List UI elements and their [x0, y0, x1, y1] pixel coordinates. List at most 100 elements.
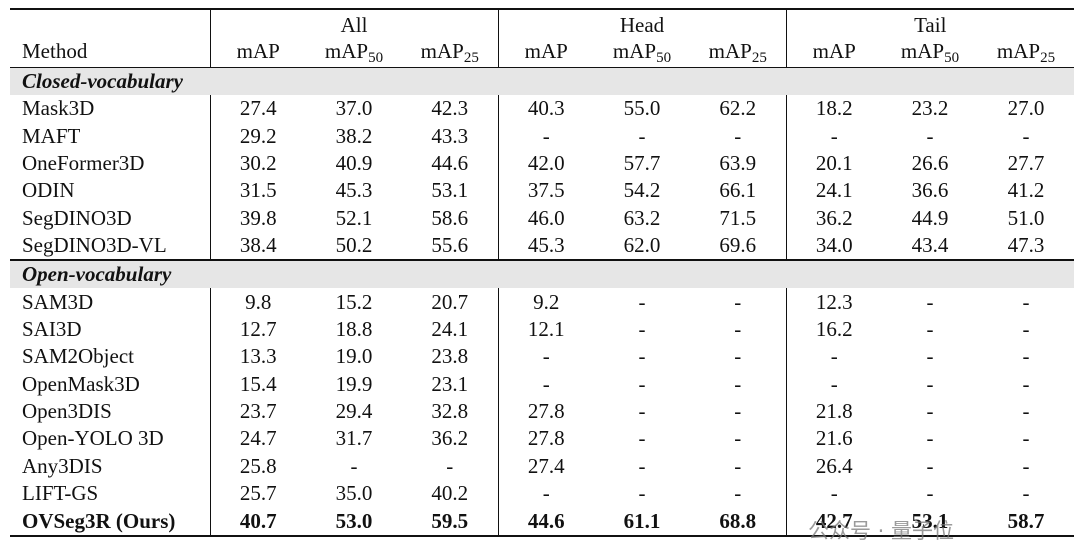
value-cell: 25.7 — [209, 480, 306, 508]
value-cell: 24.1 — [785, 177, 882, 205]
value-cell: 58.7 — [1007, 508, 1045, 533]
method-cell: LIFT-GS — [22, 481, 99, 506]
value-cell: - — [1022, 481, 1030, 506]
value-cell: 51.0 — [1007, 205, 1045, 230]
value-cell: - — [638, 289, 646, 314]
method-cell: OVSeg3R (Ours) — [22, 508, 176, 533]
data-row: SegDINO3D 39.8 52.1 58.6 46.0 63.2 71.5 36.2 44.… — [10, 204, 1074, 232]
column-header-subscript: 50 — [656, 50, 672, 66]
section-row: Open-vocabulary — [10, 259, 1074, 289]
value-cell: - — [785, 343, 882, 371]
value-cell: - — [497, 480, 594, 508]
column-header-row: Method mAP mAP50 mAP25 mAP mAP50 mAP25 mAP mAP50… — [10, 36, 1074, 68]
value-cell: 23.1 — [431, 371, 469, 396]
column-header-text: mAP — [708, 39, 752, 63]
value-cell: 55.6 — [431, 233, 469, 258]
value-cell: 63.9 — [719, 150, 757, 175]
value-cell: 47.3 — [1007, 233, 1045, 258]
method-cell: Open3DIS — [22, 399, 112, 424]
value-cell: 26.6 — [911, 150, 949, 175]
column-header-text: mAP — [900, 39, 945, 63]
method-cell: Mask3D — [22, 96, 95, 121]
value-cell: 43.4 — [911, 233, 949, 258]
value-cell: 23.8 — [431, 344, 469, 369]
value-cell: 43.3 — [431, 123, 469, 148]
value-cell: - — [1022, 399, 1030, 424]
value-cell: 25.8 — [209, 452, 306, 481]
header-cell — [10, 9, 210, 36]
value-cell: 44.6 — [497, 507, 594, 536]
value-cell: - — [734, 481, 742, 506]
value-cell: - — [1022, 316, 1030, 341]
value-cell: 29.4 — [335, 399, 373, 424]
data-row: Mask3D 27.4 37.0 42.3 40.3 55.0 62.2 18.2 23.2 27… — [10, 95, 1074, 123]
value-cell: 29.2 — [209, 122, 306, 150]
value-cell: 12.7 — [209, 315, 306, 344]
value-cell: 34.0 — [785, 231, 882, 261]
value-cell: 42.7 — [785, 507, 882, 536]
table-body: All Head Tail Method mAP mAP50 mAP25 mAP mAP50 mA… — [10, 9, 1074, 536]
data-row: SAM3D 9.8 15.2 20.7 9.2 - - 12.3 - - — [10, 288, 1074, 316]
value-cell: 9.8 — [209, 288, 306, 316]
value-cell: - — [638, 371, 646, 396]
data-row: Any3DIS 25.8 - - 27.4 - - 26.4 - - — [10, 452, 1074, 481]
value-cell: 62.2 — [719, 96, 757, 121]
section-title: Open-vocabulary — [10, 259, 1074, 289]
column-header: mAP — [497, 36, 594, 68]
value-cell: 12.3 — [785, 288, 882, 316]
value-cell: 58.6 — [431, 205, 469, 230]
method-cell: MAFT — [22, 123, 81, 148]
method-header: Method — [10, 36, 210, 68]
column-header: mAP — [209, 36, 306, 68]
value-cell: 55.0 — [623, 96, 661, 121]
value-cell: 66.1 — [719, 178, 757, 203]
value-cell: 23.7 — [209, 397, 306, 426]
value-cell: 27.8 — [497, 397, 594, 426]
method-cell: SegDINO3D-VL — [22, 233, 167, 258]
data-row: Open-YOLO 3D 24.7 31.7 36.2 27.8 - - 21.6 - - — [10, 425, 1074, 453]
value-cell: - — [926, 123, 934, 148]
column-header: mAP50 — [306, 36, 402, 68]
value-cell: 18.8 — [335, 316, 373, 341]
value-cell: 32.8 — [431, 399, 469, 424]
value-cell: 20.7 — [431, 289, 469, 314]
value-cell: 21.6 — [785, 425, 882, 453]
value-cell: 35.0 — [335, 481, 373, 506]
column-header-subscript: 25 — [463, 50, 479, 66]
column-header-subscript: 25 — [751, 50, 767, 66]
value-cell: 31.7 — [335, 426, 373, 451]
value-cell: - — [497, 370, 594, 398]
value-cell: 18.2 — [785, 95, 882, 123]
value-cell: - — [926, 453, 934, 478]
value-cell: 27.4 — [497, 452, 594, 481]
value-cell: - — [926, 316, 934, 341]
value-cell: - — [638, 426, 646, 451]
value-cell: - — [1022, 289, 1030, 314]
section-row: Closed-vocabulary — [10, 67, 1074, 95]
value-cell: - — [926, 426, 934, 451]
value-cell: 54.2 — [623, 178, 661, 203]
value-cell: 13.3 — [209, 343, 306, 371]
value-cell: 15.2 — [335, 289, 373, 314]
data-row: Open3DIS 23.7 29.4 32.8 27.8 - - 21.8 - - — [10, 397, 1074, 426]
value-cell: 37.5 — [497, 177, 594, 205]
value-cell: 40.2 — [431, 481, 469, 506]
value-cell: 59.5 — [431, 508, 469, 533]
data-row: SegDINO3D-VL 38.4 50.2 55.6 45.3 62.0 69.6 34.0… — [10, 231, 1074, 261]
value-cell: 68.8 — [719, 508, 757, 533]
value-cell: 53.1 — [911, 508, 949, 533]
value-cell: - — [734, 426, 742, 451]
group-header-row: All Head Tail — [10, 9, 1074, 36]
value-cell: 61.1 — [623, 508, 661, 533]
value-cell: 38.2 — [335, 123, 373, 148]
column-header-subscript: 25 — [1040, 50, 1056, 66]
column-header: mAP — [785, 36, 882, 68]
watermark: 公众号 · 量子位 — [808, 519, 955, 543]
value-cell: 40.3 — [497, 95, 594, 123]
value-cell: 42.0 — [497, 149, 594, 178]
value-cell: 42.3 — [431, 96, 469, 121]
value-cell: - — [1022, 426, 1030, 451]
value-cell: 24.7 — [209, 425, 306, 453]
group-header: Tail — [785, 9, 1074, 36]
